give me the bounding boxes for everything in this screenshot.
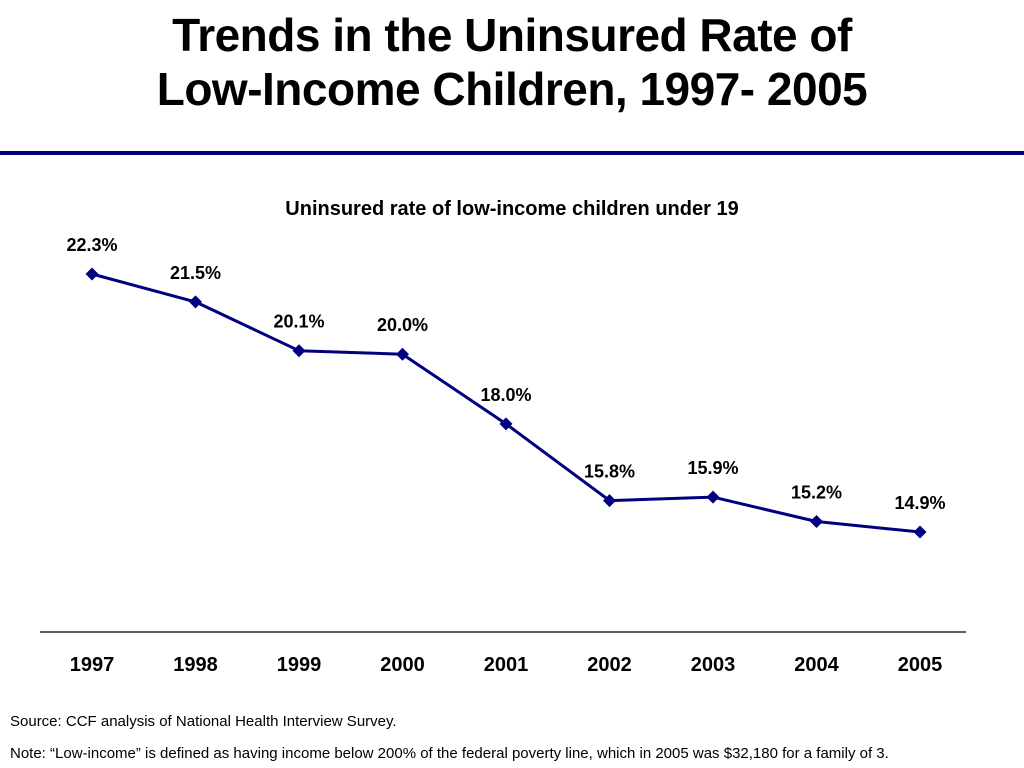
x-tick-label: 1999 [277,654,322,676]
data-point-marker [810,515,823,529]
x-tick-label: 2004 [794,654,839,676]
data-point-marker [85,267,99,281]
x-tick-label: 2003 [691,654,736,676]
data-label: 20.1% [273,312,324,332]
x-tick-labels-layer: 1997 1998 1999 2000 2001 2002 2003 2004 2005 [70,654,943,676]
data-label: 14.9% [894,493,945,513]
x-tick-label: 1997 [70,654,115,676]
data-point-marker [706,490,720,504]
slide-title-line-2: Low-Income Children, 1997- 2005 [156,63,868,115]
x-tick-label: 2002 [587,654,632,676]
data-point-marker [292,344,306,358]
slide-title: Trends in the Uninsured Rate of Low-Inco… [0,8,1024,116]
definition-note: Note: “Low-income” is defined as having … [10,745,889,762]
data-label: 15.2% [791,483,842,503]
source-note: Source: CCF analysis of National Health … [10,713,397,730]
footnotes: Source: CCF analysis of National Health … [10,712,1020,764]
x-tick-label: 2005 [898,654,943,676]
chart-title: Uninsured rate of low-income children un… [285,198,738,220]
line-chart: Uninsured rate of low-income children un… [40,198,966,676]
data-label: 20.0% [377,315,428,335]
x-tick-label: 2001 [484,654,529,676]
series-layer [85,267,927,539]
data-label: 15.9% [687,458,738,478]
data-label: 22.3% [66,235,117,255]
data-point-marker [603,494,616,508]
data-label: 21.5% [170,263,221,283]
x-tick-label: 2000 [380,654,425,676]
title-divider [0,151,1024,155]
data-point-marker [396,347,409,361]
data-point-marker [499,417,513,431]
data-point-marker [913,525,927,539]
x-tick-label: 1998 [173,654,218,676]
data-label: 18.0% [480,385,531,405]
slide-title-line-1: Trends in the Uninsured Rate of [172,9,852,61]
data-point-marker [189,295,202,309]
data-labels-layer: 22.3% 21.5% 20.1% 20.0% 18.0% 15.8% 15.9% 15.2%… [66,235,945,513]
data-label: 15.8% [584,462,635,482]
